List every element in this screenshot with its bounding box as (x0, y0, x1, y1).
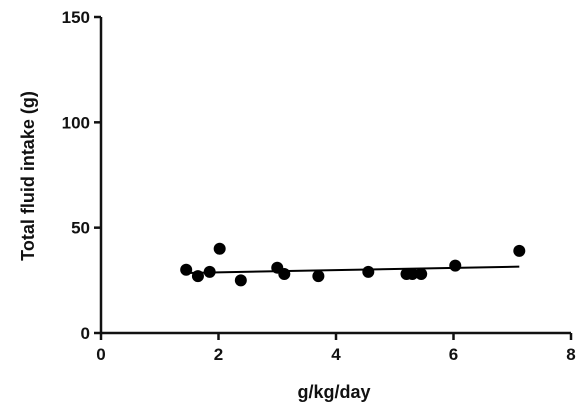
data-point (191, 270, 204, 283)
data-point (513, 244, 526, 257)
data-point (362, 265, 375, 278)
fit-line-group (186, 265, 520, 274)
data-point (312, 270, 325, 283)
data-points (180, 242, 526, 287)
y-tick-label: 100 (62, 113, 90, 132)
x-tick-label: 0 (96, 345, 105, 364)
y-tick-label: 0 (81, 324, 90, 343)
x-axis-ticks: 0 2 4 6 8 (96, 333, 576, 364)
x-tick-label: 4 (331, 345, 341, 364)
fit-line (186, 265, 520, 274)
axes (99, 17, 571, 335)
data-point (180, 263, 193, 276)
x-axis-title: g/kg/day (297, 382, 370, 402)
x-tick-label: 2 (214, 345, 223, 364)
data-point (449, 259, 462, 272)
x-tick-label: 8 (566, 345, 575, 364)
data-point (234, 274, 247, 287)
data-point (203, 265, 216, 278)
data-point (213, 242, 226, 255)
y-tick-label: 150 (62, 8, 90, 27)
x-tick-label: 6 (449, 345, 458, 364)
y-axis-ticks: 0 50 100 150 (62, 8, 101, 343)
data-point (278, 268, 291, 281)
data-point (415, 268, 428, 281)
y-axis-title: Total fluid intake (g) (18, 91, 38, 261)
y-tick-label: 50 (71, 219, 90, 238)
data-point (406, 268, 419, 281)
